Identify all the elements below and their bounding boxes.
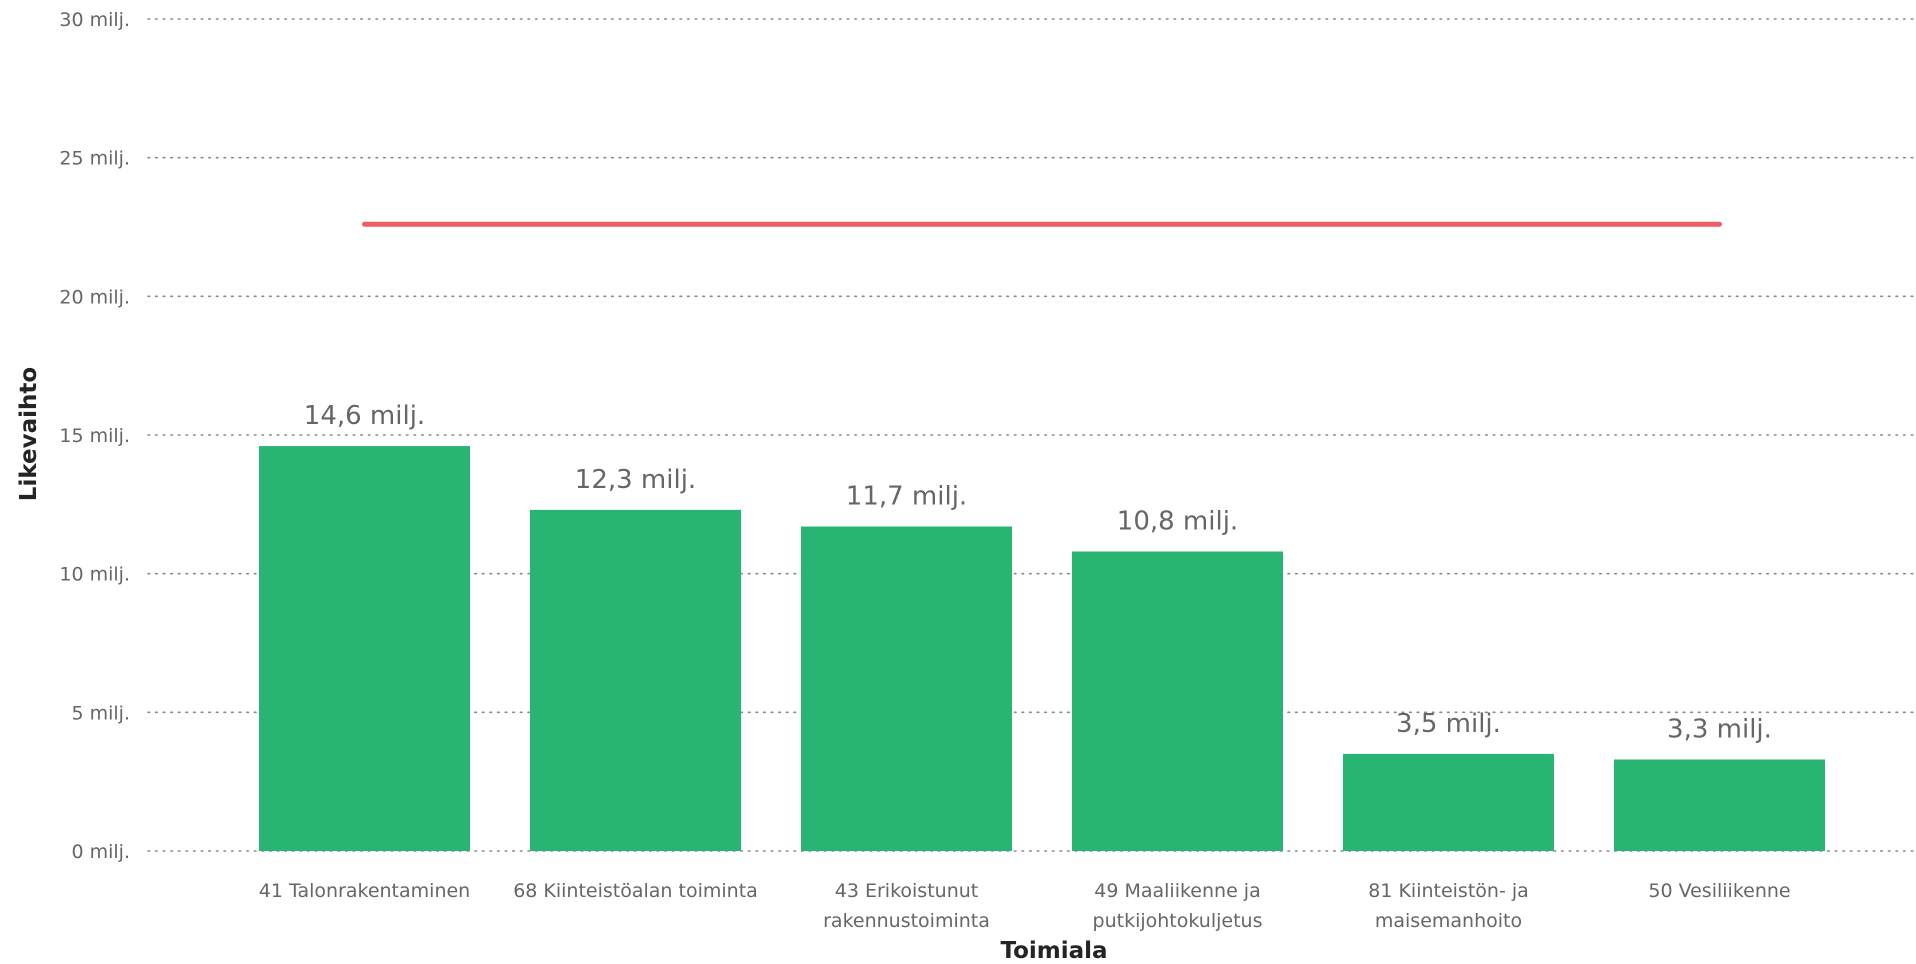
y-tick-label: 5 milj. xyxy=(71,702,130,724)
y-tick-label: 10 milj. xyxy=(59,564,130,586)
x-axis-categories: 41 Talonrakentaminen 68 Kiinteistöalan to… xyxy=(259,880,1791,932)
bar[interactable] xyxy=(801,526,1012,851)
x-tick-label: 43 Erikoistunut rakennustoiminta xyxy=(823,880,990,932)
x-tick-label: 41 Talonrakentaminen xyxy=(259,880,470,902)
data-label: 14,6 milj. xyxy=(304,401,425,431)
y-axis-ticks: 0 milj. 5 milj. 10 milj. 15 milj. 20 milj. 25… xyxy=(59,9,130,863)
x-axis-title: Toimiala xyxy=(1000,938,1107,964)
data-label: 3,5 milj. xyxy=(1396,709,1501,739)
bar[interactable] xyxy=(1343,753,1554,851)
x-tick-label: 49 Maaliikenne ja putkijohtokuljetus xyxy=(1093,880,1263,932)
y-tick-label: 15 milj. xyxy=(59,425,130,447)
data-label: 12,3 milj. xyxy=(575,465,696,495)
x-tick-label: 81 Kiinteistön- ja maisemanhoito xyxy=(1368,880,1529,932)
y-tick-label: 30 milj. xyxy=(59,9,130,31)
bar[interactable] xyxy=(259,446,470,851)
bar[interactable] xyxy=(1072,551,1283,851)
data-label: 10,8 milj. xyxy=(1117,506,1238,536)
data-labels: 14,6 milj. 12,3 milj. 11,7 milj. 10,8 milj.… xyxy=(304,401,1772,744)
bars xyxy=(259,446,1825,851)
x-tick-label: 68 Kiinteistöalan toiminta xyxy=(513,880,758,902)
y-tick-label: 0 milj. xyxy=(71,841,130,863)
x-tick-label: 50 Vesiliikenne xyxy=(1648,880,1790,902)
data-label: 11,7 milj. xyxy=(846,482,967,512)
bar[interactable] xyxy=(530,509,741,851)
data-label: 3,3 milj. xyxy=(1667,714,1772,744)
gridlines xyxy=(147,18,1916,852)
y-tick-label: 20 milj. xyxy=(59,286,130,308)
y-axis-title: Likevaihto xyxy=(16,367,42,501)
bar[interactable] xyxy=(1614,759,1825,851)
y-tick-label: 25 milj. xyxy=(59,148,130,170)
